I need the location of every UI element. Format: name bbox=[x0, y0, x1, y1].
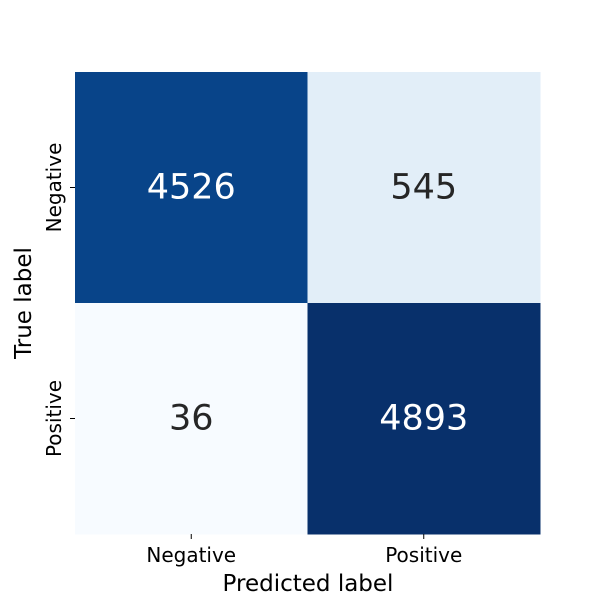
y-tick-label-0: Negative bbox=[42, 143, 66, 233]
cell-value-r1-c0: 36 bbox=[169, 399, 214, 439]
heatmap-cell-r0-c1 bbox=[307, 72, 541, 304]
cell-value-r0-c0: 4526 bbox=[147, 168, 236, 208]
cell-value-r1-c1: 4893 bbox=[379, 399, 468, 439]
y-axis-label: True label bbox=[11, 247, 37, 360]
y-tick-labels: Negative Positive bbox=[42, 143, 66, 457]
x-tick-label-1: Positive bbox=[385, 543, 462, 567]
x-tick-label-0: Negative bbox=[146, 543, 236, 567]
heatmap-cell-values: 4526 545 36 4893 bbox=[147, 168, 469, 439]
cell-value-r0-c1: 545 bbox=[390, 168, 457, 208]
heatmap-cells bbox=[75, 72, 541, 535]
heatmap-cell-r1-c1 bbox=[307, 303, 541, 535]
y-tick-label-1: Positive bbox=[42, 380, 66, 457]
axis-ticks bbox=[70, 187, 425, 539]
x-tick-labels: Negative Positive bbox=[146, 543, 462, 567]
x-axis-label: Predicted label bbox=[223, 571, 394, 597]
heatmap-cell-r0-c0 bbox=[75, 72, 308, 304]
heatmap-cell-r1-c0 bbox=[75, 303, 308, 535]
